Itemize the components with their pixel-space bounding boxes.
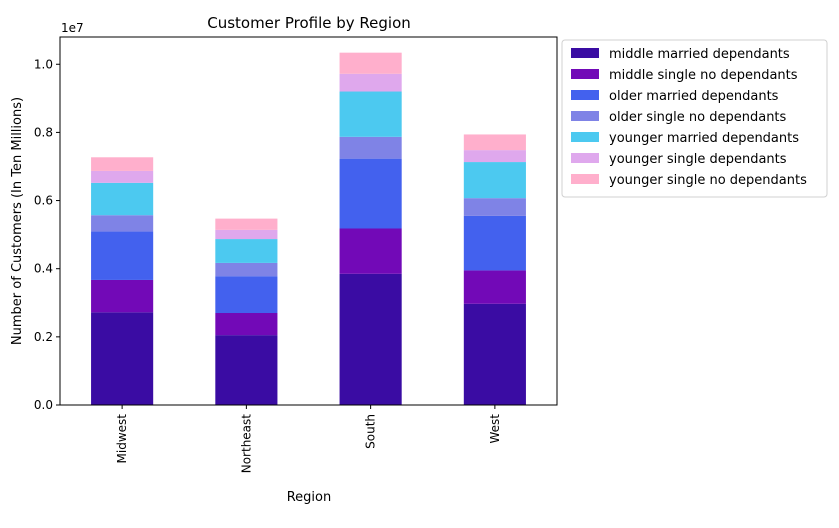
bar-segment — [463, 134, 526, 151]
bar-segment — [463, 162, 526, 199]
legend-swatch — [571, 90, 599, 100]
bar-segment — [91, 157, 154, 171]
legend-swatch — [571, 111, 599, 121]
bar-segment — [463, 150, 526, 163]
x-tick-label: West — [488, 414, 502, 444]
x-tick-label: Northeast — [239, 414, 253, 474]
legend-label: younger single dependants — [609, 152, 787, 167]
bar-segment — [215, 218, 278, 230]
bar-segment — [339, 52, 402, 74]
bar-segment — [91, 279, 154, 313]
bar-segment — [91, 215, 154, 232]
y-tick-label: 0.0 — [34, 398, 53, 412]
bar-segment — [339, 91, 402, 137]
bar-segment — [215, 229, 278, 240]
legend-label: younger single no dependants — [609, 173, 807, 188]
y-scale-label: 1e7 — [61, 21, 84, 35]
y-tick-label: 0.6 — [34, 194, 53, 208]
bar-segment — [91, 231, 154, 280]
y-tick-label: 0.8 — [34, 125, 53, 139]
plot-frame — [59, 36, 558, 406]
legend-box — [561, 39, 828, 198]
bar-segment — [339, 158, 402, 229]
legend-label: middle married dependants — [609, 47, 790, 62]
legend-label: middle single no dependants — [609, 68, 798, 83]
legend-swatch — [571, 174, 599, 184]
bar-segment — [339, 73, 402, 92]
bar-segment — [215, 239, 278, 263]
legend-swatch — [571, 132, 599, 142]
y-axis-label: Number of Customers (In Ten Millions) — [10, 97, 25, 345]
legend-swatch — [571, 153, 599, 163]
bar-segment — [215, 276, 278, 313]
legend-swatch — [571, 69, 599, 79]
bar-segment — [339, 136, 402, 159]
chart-title: Customer Profile by Region — [207, 14, 411, 32]
legend-swatch — [571, 48, 599, 58]
axes-layer: 0.0 0.2 0.4 0.6 0.8 1.0 Midwest Northeast South W… — [34, 36, 558, 474]
x-tick-label: Midwest — [115, 414, 129, 464]
bar-segment — [339, 273, 402, 405]
y-tick-label: 0.4 — [34, 262, 53, 276]
x-axis-label: Region — [287, 490, 332, 505]
legend: middle married dependants middle single n… — [561, 39, 828, 198]
bar-segment — [91, 170, 154, 183]
bar-segment — [463, 215, 526, 271]
y-tick-label: 0.2 — [34, 330, 53, 344]
bar-segment — [215, 335, 278, 405]
x-tick-label: South — [364, 414, 378, 449]
legend-label: older single no dependants — [609, 110, 787, 125]
bar-segment — [463, 303, 526, 405]
bar-segment — [339, 228, 402, 274]
bar-segment — [91, 312, 154, 405]
y-tick-label: 1.0 — [34, 57, 53, 71]
bar-segment — [91, 182, 154, 216]
bar-segment — [215, 313, 278, 336]
bar-segment — [463, 270, 526, 304]
bar-segment — [215, 262, 278, 277]
legend-label: older married dependants — [609, 89, 779, 104]
bar-segment — [463, 198, 526, 216]
bar-layer — [91, 52, 526, 405]
legend-label: younger married dependants — [609, 131, 799, 146]
